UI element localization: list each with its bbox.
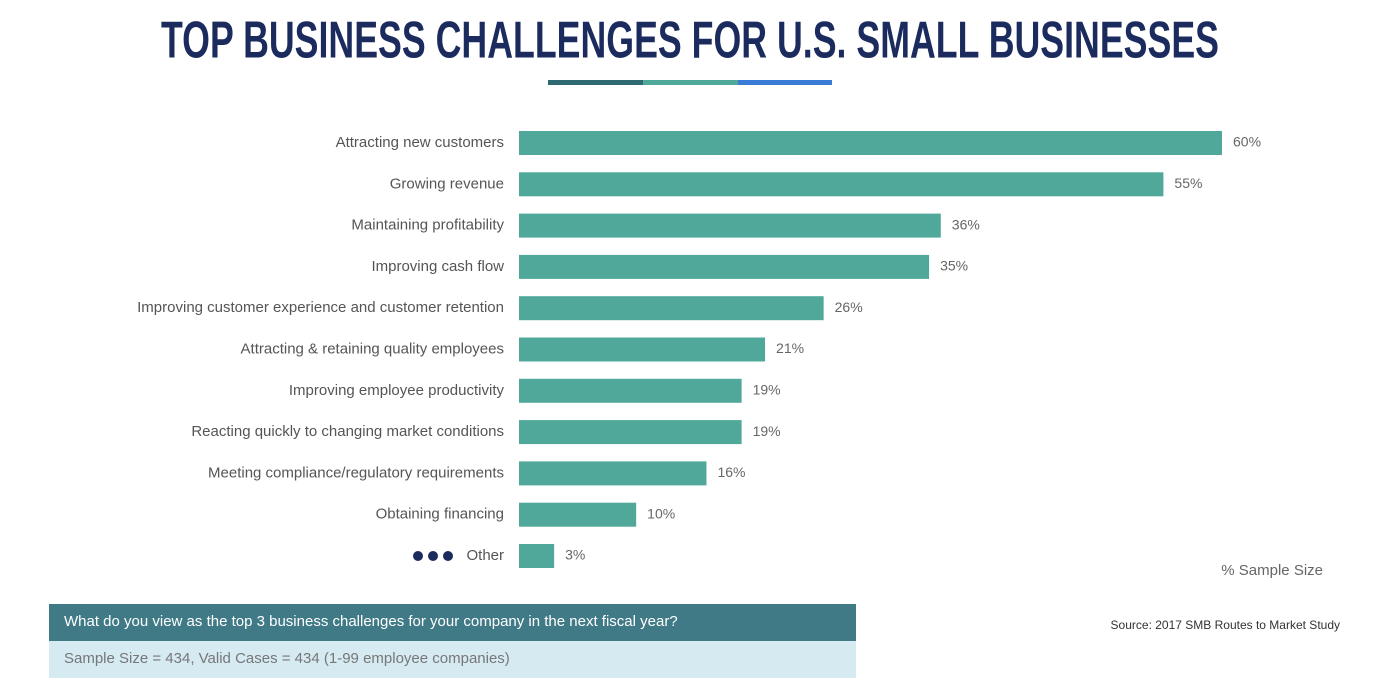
value-label: 10% — [647, 505, 675, 521]
value-label: 16% — [717, 464, 745, 480]
sample-box — [49, 641, 856, 678]
value-label: 26% — [835, 299, 863, 315]
bar — [519, 502, 637, 527]
other-icon — [428, 551, 438, 561]
value-label: 19% — [753, 423, 781, 439]
value-label: 35% — [940, 258, 968, 274]
value-label: 3% — [565, 547, 585, 563]
value-label: 55% — [1174, 175, 1202, 191]
bar — [519, 378, 742, 403]
category-label: Attracting new customers — [336, 134, 504, 151]
category-label: Maintaining profitability — [351, 217, 504, 234]
other-icon — [413, 551, 423, 561]
question: What do you view as the top 3 business c… — [64, 613, 678, 630]
value-label: 21% — [776, 340, 804, 356]
category-label: Other — [466, 547, 504, 564]
category-label: Meeting compliance/regulatory requiremen… — [208, 464, 504, 481]
value-label: 19% — [753, 382, 781, 398]
sample-note: Sample Size = 434, Valid Cases = 434 (1-… — [64, 650, 510, 667]
title-underline — [643, 80, 738, 85]
question-box — [49, 604, 856, 641]
bar — [519, 337, 766, 362]
x-axis-note: % Sample Size — [1221, 562, 1323, 579]
category-label: Reacting quickly to changing market cond… — [191, 423, 504, 440]
title-underline — [738, 80, 832, 85]
value-label: 60% — [1233, 134, 1261, 150]
chart-title: TOP BUSINESS CHALLENGES FOR U.S. SMALL B… — [161, 12, 1219, 70]
category-label: Attracting & retaining quality employees — [241, 340, 504, 357]
other-icon — [443, 551, 453, 561]
category-label: Obtaining financing — [376, 506, 504, 523]
bar — [519, 296, 824, 321]
category-label: Improving cash flow — [371, 258, 504, 275]
bar — [519, 461, 707, 486]
category-label: Improving employee productivity — [289, 382, 505, 399]
bar — [519, 172, 1164, 197]
value-label: 36% — [952, 216, 980, 232]
bar — [519, 544, 555, 568]
category-label: Improving customer experience and custom… — [137, 299, 504, 316]
category-label: Growing revenue — [390, 175, 504, 192]
source: Source: 2017 SMB Routes to Market Study — [1111, 618, 1340, 632]
title-underline — [548, 80, 643, 85]
bar — [519, 131, 1222, 155]
bar — [519, 213, 941, 238]
bar — [519, 254, 930, 279]
bar — [519, 420, 742, 445]
